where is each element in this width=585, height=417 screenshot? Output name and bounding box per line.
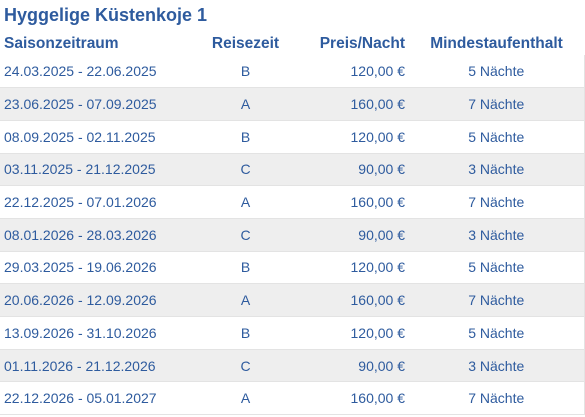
cell-price: 90,00 € <box>294 218 409 252</box>
cell-min-stay: 3 Nächte <box>409 153 584 187</box>
cell-price: 120,00 € <box>294 120 409 154</box>
table-row: 29.03.2025 - 19.06.2026 B 120,00 € 5 Näc… <box>0 251 584 285</box>
cell-travel-time: A <box>197 87 294 121</box>
cell-min-stay: 5 Nächte <box>409 55 584 89</box>
cell-min-stay: 3 Nächte <box>409 218 584 252</box>
cell-travel-time: C <box>197 349 294 383</box>
table-row: 24.03.2025 - 22.06.2025 B 120,00 € 5 Näc… <box>0 55 584 89</box>
table-row: 01.11.2026 - 21.12.2026 C 90,00 € 3 Näch… <box>0 349 584 383</box>
cell-season: 29.03.2025 - 19.06.2026 <box>0 251 197 285</box>
cell-travel-time: B <box>197 120 294 154</box>
table-row: 13.09.2026 - 31.10.2026 B 120,00 € 5 Näc… <box>0 316 584 350</box>
table-row: 08.01.2026 - 28.03.2026 C 90,00 € 3 Näch… <box>0 218 584 252</box>
cell-price: 160,00 € <box>294 381 409 416</box>
cell-travel-time: B <box>197 316 294 350</box>
cell-travel-time: C <box>197 153 294 187</box>
table-header-row: Saisonzeitraum Reisezeit Preis/Nacht Min… <box>0 33 584 55</box>
cell-season: 22.12.2026 - 05.01.2027 <box>0 381 197 416</box>
cell-travel-time: B <box>197 251 294 285</box>
page-title: Hyggelige Küstenkoje 1 <box>4 5 208 25</box>
header-price: Preis/Nacht <box>319 35 405 52</box>
cell-price: 90,00 € <box>294 349 409 383</box>
cell-season: 01.11.2026 - 21.12.2026 <box>0 349 197 383</box>
cell-travel-time: A <box>197 283 294 317</box>
cell-season: 22.12.2025 - 07.01.2026 <box>0 185 197 219</box>
cell-min-stay: 5 Nächte <box>409 251 584 285</box>
cell-min-stay: 7 Nächte <box>409 381 584 416</box>
cell-min-stay: 3 Nächte <box>409 349 584 383</box>
cell-season: 24.03.2025 - 22.06.2025 <box>0 55 197 89</box>
cell-season: 20.06.2026 - 12.09.2026 <box>0 283 197 317</box>
header-min-stay: Mindestaufenthalt <box>430 35 563 52</box>
cell-price: 120,00 € <box>294 55 409 89</box>
cell-season: 23.06.2025 - 07.09.2025 <box>0 87 197 121</box>
cell-travel-time: A <box>197 381 294 416</box>
cell-price: 120,00 € <box>294 316 409 350</box>
cell-price: 90,00 € <box>294 153 409 187</box>
cell-min-stay: 5 Nächte <box>409 316 584 350</box>
table-row: 08.09.2025 - 02.11.2025 B 120,00 € 5 Näc… <box>0 120 584 154</box>
cell-min-stay: 5 Nächte <box>409 120 584 154</box>
table-row: 22.12.2026 - 05.01.2027 A 160,00 € 7 Näc… <box>0 381 584 416</box>
season-price-table-container: Saisonzeitraum Reisezeit Preis/Nacht Min… <box>0 33 585 416</box>
table-body: 24.03.2025 - 22.06.2025 B 120,00 € 5 Näc… <box>0 55 584 416</box>
table-header: Saisonzeitraum Reisezeit Preis/Nacht Min… <box>0 33 584 55</box>
table-row: 22.12.2025 - 07.01.2026 A 160,00 € 7 Näc… <box>0 185 584 219</box>
cell-price: 120,00 € <box>294 251 409 285</box>
header-season: Saisonzeitraum <box>4 35 119 52</box>
header-travel-time: Reisezeit <box>211 35 280 52</box>
cell-min-stay: 7 Nächte <box>409 283 584 317</box>
cell-min-stay: 7 Nächte <box>409 185 584 219</box>
cell-min-stay: 7 Nächte <box>409 87 584 121</box>
cell-season: 03.11.2025 - 21.12.2025 <box>0 153 197 187</box>
cell-price: 160,00 € <box>294 283 409 317</box>
cell-travel-time: C <box>197 218 294 252</box>
cell-price: 160,00 € <box>294 87 409 121</box>
cell-season: 08.01.2026 - 28.03.2026 <box>0 218 197 252</box>
cell-travel-time: A <box>197 185 294 219</box>
cell-travel-time: B <box>197 55 294 89</box>
table-row: 20.06.2026 - 12.09.2026 A 160,00 € 7 Näc… <box>0 283 584 317</box>
table-row: 03.11.2025 - 21.12.2025 C 90,00 € 3 Näch… <box>0 153 584 187</box>
table-row: 23.06.2025 - 07.09.2025 A 160,00 € 7 Näc… <box>0 87 584 121</box>
cell-season: 13.09.2026 - 31.10.2026 <box>0 316 197 350</box>
cell-season: 08.09.2025 - 02.11.2025 <box>0 120 197 154</box>
cell-price: 160,00 € <box>294 185 409 219</box>
season-price-table: Saisonzeitraum Reisezeit Preis/Nacht Min… <box>0 33 585 416</box>
